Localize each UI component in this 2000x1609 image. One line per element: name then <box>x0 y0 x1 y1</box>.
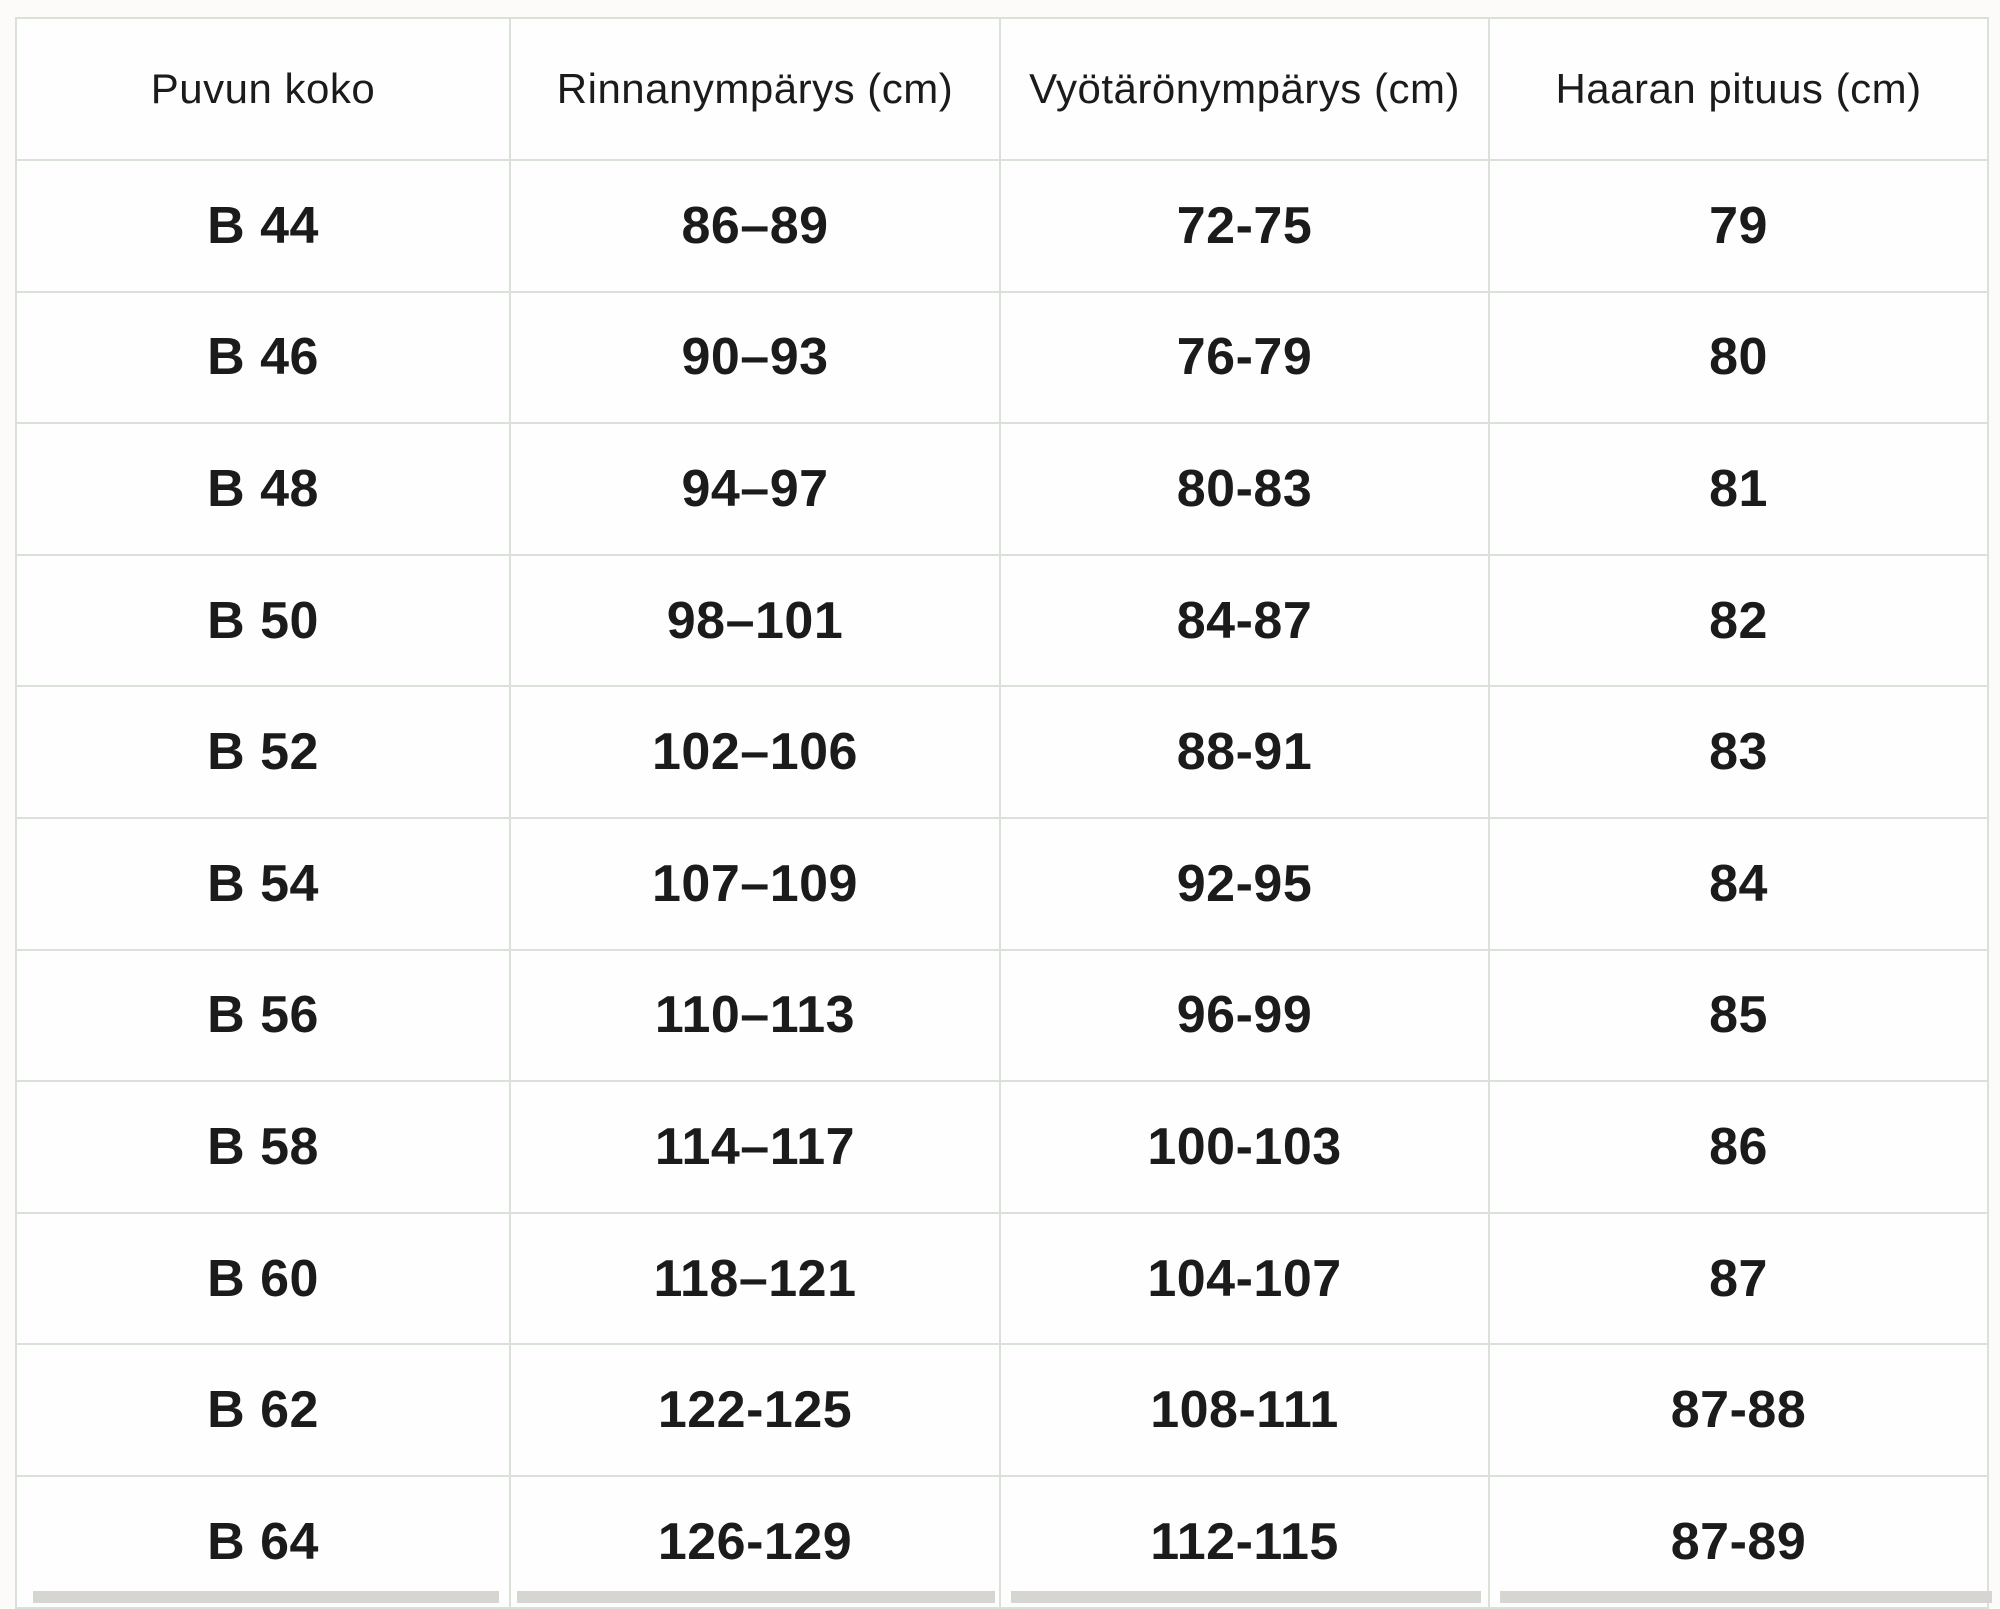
cell-chest: 98–101 <box>509 553 1001 688</box>
cell-chest: 90–93 <box>509 290 1001 425</box>
table-row: B 58 114–117 100-103 86 <box>15 1080 1989 1214</box>
cell-size: B 62 <box>15 1343 511 1477</box>
cell-inseam: 79 <box>1488 159 1989 293</box>
table-row: B 64 126-129 112-115 87-89 <box>15 1474 1989 1609</box>
cell-size: B 60 <box>15 1211 511 1346</box>
cell-chest: 114–117 <box>509 1080 1001 1214</box>
cell-waist: 76-79 <box>999 290 1490 425</box>
cell-waist: 92-95 <box>999 816 1490 951</box>
cell-inseam: 87 <box>1488 1211 1989 1346</box>
cell-inseam: 84 <box>1488 816 1989 951</box>
size-chart-table: Puvun koko Rinnanympärys (cm) Vyötärönym… <box>15 17 1989 1609</box>
cell-size: B 54 <box>15 816 511 951</box>
cell-inseam: 87-89 <box>1488 1474 1989 1609</box>
cell-chest: 86–89 <box>509 159 1001 293</box>
header-chest-circumference: Rinnanympärys (cm) <box>509 17 1001 161</box>
table-body: B 44 86–89 72-75 79 B 46 90–93 76-79 80 … <box>15 159 1989 1609</box>
cell-chest: 110–113 <box>509 948 1001 1083</box>
header-row: Puvun koko Rinnanympärys (cm) Vyötärönym… <box>15 17 1989 161</box>
cutoff-next-row-segment <box>1011 1591 1481 1603</box>
cutoff-next-row-segment <box>1500 1591 1992 1603</box>
header-inseam-length: Haaran pituus (cm) <box>1488 17 1989 161</box>
table-row: B 56 110–113 96-99 85 <box>15 948 1989 1083</box>
size-chart-container: Puvun koko Rinnanympärys (cm) Vyötärönym… <box>15 17 1989 1609</box>
cell-inseam: 80 <box>1488 290 1989 425</box>
table-row: B 44 86–89 72-75 79 <box>15 159 1989 293</box>
table-row: B 48 94–97 80-83 81 <box>15 422 1989 556</box>
cell-inseam: 82 <box>1488 553 1989 688</box>
cell-waist: 72-75 <box>999 159 1490 293</box>
table-row: B 50 98–101 84-87 82 <box>15 553 1989 688</box>
cell-waist: 108-111 <box>999 1343 1490 1477</box>
table-row: B 52 102–106 88-91 83 <box>15 685 1989 819</box>
cell-waist: 100-103 <box>999 1080 1490 1214</box>
cell-waist: 104-107 <box>999 1211 1490 1346</box>
cell-waist: 84-87 <box>999 553 1490 688</box>
cell-inseam: 85 <box>1488 948 1989 1083</box>
cell-waist: 112-115 <box>999 1474 1490 1609</box>
cell-size: B 44 <box>15 159 511 293</box>
table-row: B 62 122-125 108-111 87-88 <box>15 1343 1989 1477</box>
cell-inseam: 81 <box>1488 422 1989 556</box>
cell-chest: 94–97 <box>509 422 1001 556</box>
cell-inseam: 83 <box>1488 685 1989 819</box>
cell-size: B 50 <box>15 553 511 688</box>
header-suit-size: Puvun koko <box>15 17 511 161</box>
cutoff-next-row-segment <box>33 1591 499 1603</box>
cell-chest: 102–106 <box>509 685 1001 819</box>
cell-chest: 118–121 <box>509 1211 1001 1346</box>
cell-size: B 56 <box>15 948 511 1083</box>
cell-waist: 96-99 <box>999 948 1490 1083</box>
table-row: B 46 90–93 76-79 80 <box>15 290 1989 425</box>
cell-size: B 64 <box>15 1474 511 1609</box>
cell-chest: 107–109 <box>509 816 1001 951</box>
cell-size: B 48 <box>15 422 511 556</box>
cutoff-next-row-segment <box>517 1591 995 1603</box>
cell-inseam: 86 <box>1488 1080 1989 1214</box>
table-header: Puvun koko Rinnanympärys (cm) Vyötärönym… <box>15 17 1989 161</box>
table-row: B 60 118–121 104-107 87 <box>15 1211 1989 1346</box>
header-waist-circumference: Vyötärönympärys (cm) <box>999 17 1490 161</box>
cell-waist: 80-83 <box>999 422 1490 556</box>
cell-size: B 58 <box>15 1080 511 1214</box>
cell-size: B 46 <box>15 290 511 425</box>
cell-chest: 126-129 <box>509 1474 1001 1609</box>
cell-inseam: 87-88 <box>1488 1343 1989 1477</box>
cell-chest: 122-125 <box>509 1343 1001 1477</box>
cell-waist: 88-91 <box>999 685 1490 819</box>
table-row: B 54 107–109 92-95 84 <box>15 816 1989 951</box>
cell-size: B 52 <box>15 685 511 819</box>
